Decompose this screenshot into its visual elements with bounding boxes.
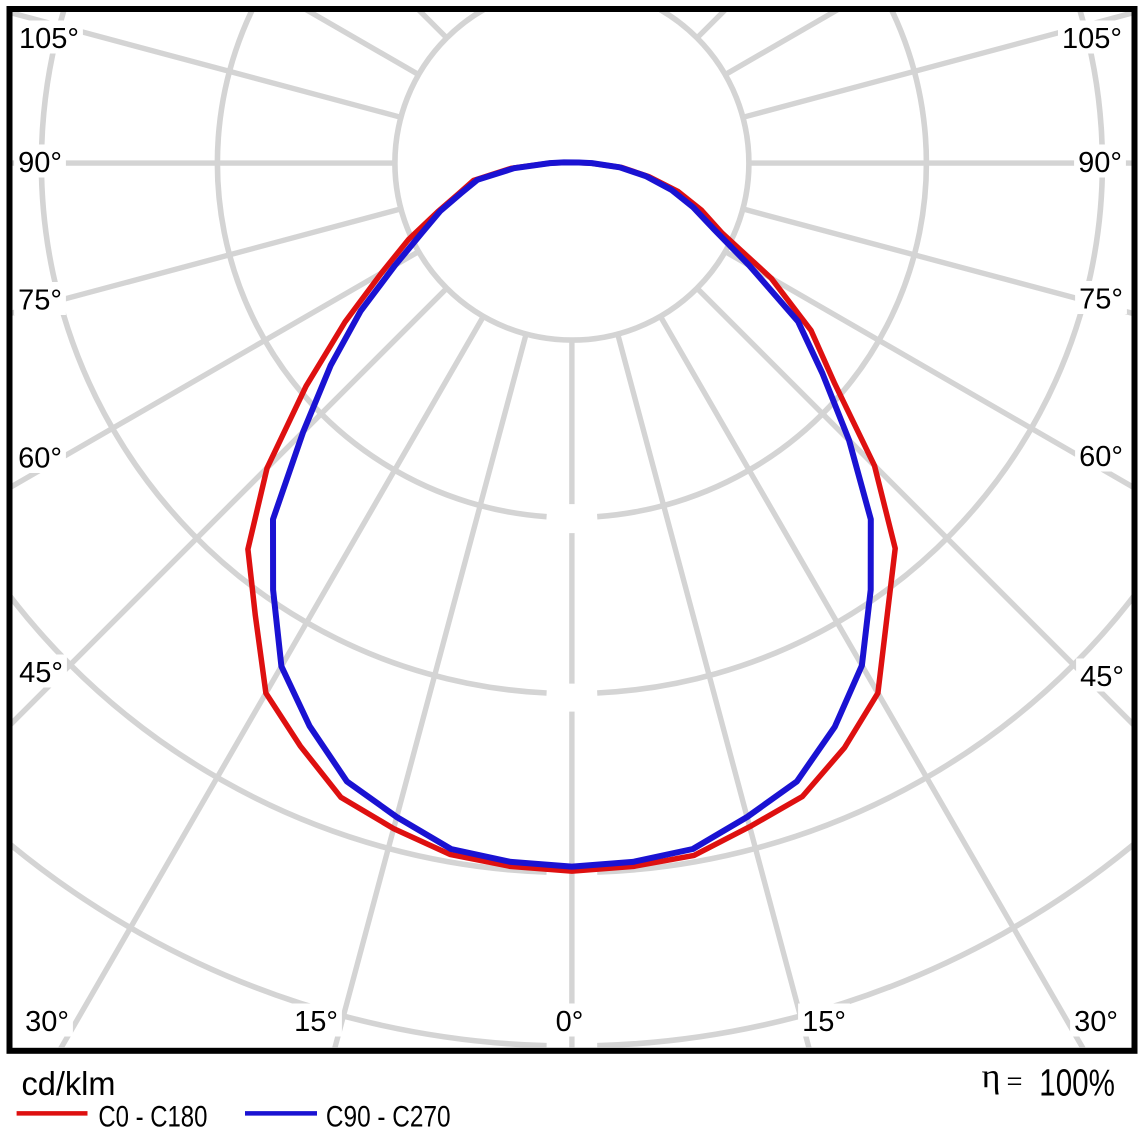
svg-text:60°: 60° xyxy=(1079,441,1123,473)
svg-text:105°: 105° xyxy=(1062,23,1122,55)
svg-text:90°: 90° xyxy=(18,147,62,179)
svg-text:30°: 30° xyxy=(1074,1006,1118,1038)
svg-text:η: η xyxy=(982,1059,1001,1096)
svg-text:0°: 0° xyxy=(556,1006,584,1038)
svg-text:45°: 45° xyxy=(19,657,63,689)
svg-text:90°: 90° xyxy=(1078,147,1122,179)
svg-text:cd/klm: cd/klm xyxy=(22,1065,116,1102)
svg-text:15°: 15° xyxy=(294,1006,338,1038)
svg-text:75°: 75° xyxy=(18,285,62,317)
svg-text:75°: 75° xyxy=(1079,284,1123,316)
svg-text:=: = xyxy=(1007,1064,1023,1099)
svg-text:C90 - C270: C90 - C270 xyxy=(326,1100,451,1133)
svg-text:C0 - C180: C0 - C180 xyxy=(98,1100,207,1133)
svg-text:45°: 45° xyxy=(1080,661,1124,693)
svg-text:30°: 30° xyxy=(25,1006,69,1038)
svg-text:100%: 100% xyxy=(1039,1063,1115,1105)
svg-text:105°: 105° xyxy=(19,23,79,55)
svg-text:60°: 60° xyxy=(18,443,62,475)
svg-text:15°: 15° xyxy=(802,1006,846,1038)
